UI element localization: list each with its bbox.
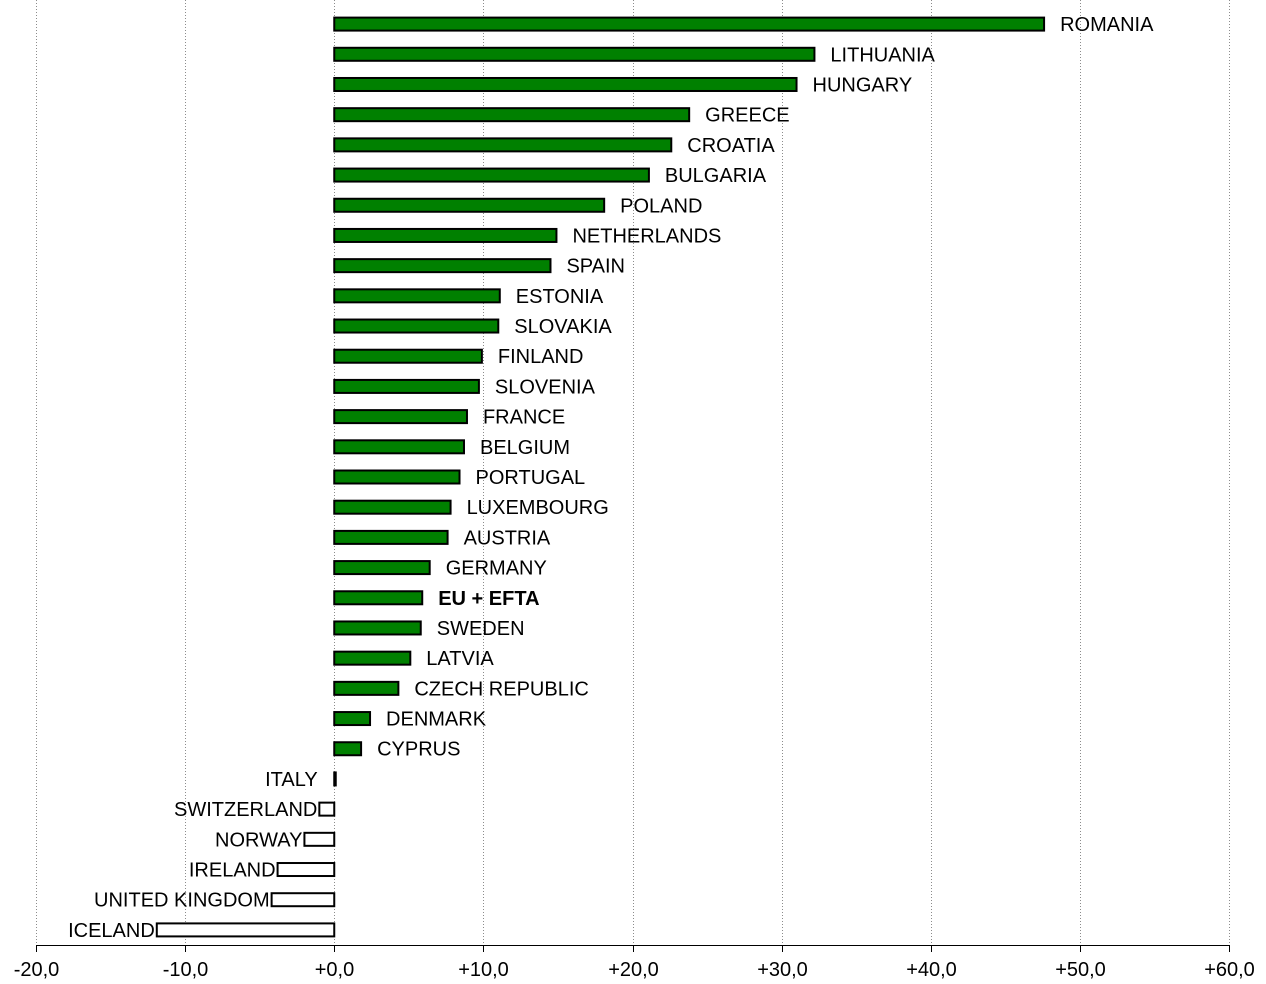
bar-netherlands [333, 227, 558, 243]
bar-label-cyprus: CYPRUS [377, 739, 460, 761]
bar-label-denmark: DENMARK [386, 709, 487, 731]
x-tick-label: +0,0 [315, 959, 354, 981]
x-tick-label: +20,0 [608, 959, 659, 981]
bar-label-poland: POLAND [620, 195, 702, 217]
bar-label-germany: GERMANY [446, 558, 547, 580]
bar-italy [333, 771, 337, 787]
bar-slovakia [333, 318, 500, 334]
bar-label-norway: NORWAY [215, 829, 302, 851]
bar-croatia [333, 137, 673, 153]
bar-label-netherlands: NETHERLANDS [572, 225, 721, 247]
x-axis: -20,0 -10,0 +0,0 +10,0 +20,0 +30,0 +40,0 +50,0 +… [14, 945, 1255, 981]
bar-finland [333, 348, 483, 364]
bar-label-lithuania: LITHUANIA [830, 44, 935, 66]
bar-belgium [333, 439, 465, 455]
bar-germany [333, 560, 431, 576]
bar-romania [333, 16, 1046, 32]
bar-slovenia [333, 378, 480, 394]
bar-label-portugal: PORTUGAL [476, 467, 586, 489]
bar-label-sweden: SWEDEN [437, 618, 525, 640]
bar-poland [333, 197, 606, 213]
x-tick-label: +40,0 [906, 959, 957, 981]
bar-czech-republic [333, 680, 400, 696]
x-tick-label: +30,0 [757, 959, 808, 981]
bar-label-slovakia: SLOVAKIA [514, 316, 612, 338]
x-tick-label: +10,0 [458, 959, 509, 981]
bar-label-latvia: LATVIA [426, 648, 494, 670]
bar-label-belgium: BELGIUM [480, 437, 570, 459]
bar-label-united-kingdom: UNITED KINGDOM [94, 890, 270, 912]
bar-bulgaria [333, 167, 650, 183]
bar-label-italy: ITALY [265, 769, 318, 791]
bar-label-finland: FINLAND [498, 346, 584, 368]
bar-greece [333, 107, 691, 123]
bar-spain [333, 258, 552, 274]
bar-iceland [155, 922, 336, 938]
bar-ireland [276, 862, 336, 878]
bar-portugal [333, 469, 461, 485]
bar-label-hungary: HUNGARY [813, 74, 913, 96]
bar-label-luxembourg: LUXEMBOURG [467, 497, 609, 519]
bar-label-eu-efta: EU + EFTA [438, 588, 539, 610]
bar-cyprus [333, 741, 363, 757]
bar-label-estonia: ESTONIA [516, 286, 604, 308]
bar-label-switzerland: SWITZERLAND [174, 799, 317, 821]
bar-eu-efta [333, 590, 424, 606]
bar-label-slovenia: SLOVENIA [495, 376, 596, 398]
x-tick-label: -20,0 [14, 959, 60, 981]
x-tick-label: +60,0 [1204, 959, 1255, 981]
bars-layer [155, 16, 1046, 938]
bar-label-spain: SPAIN [566, 256, 625, 278]
bar-label-austria: AUSTRIA [464, 527, 551, 549]
bar-label-ireland: IRELAND [189, 860, 276, 882]
bar-hungary [333, 76, 798, 92]
bar-estonia [333, 288, 501, 304]
bar-labels-layer: ROMANIA LITHUANIA HUNGARY GREECE CROATIA BULG… [68, 14, 1154, 942]
bar-label-greece: GREECE [705, 105, 789, 127]
x-tick-label: +50,0 [1055, 959, 1106, 981]
bar-label-romania: ROMANIA [1060, 14, 1154, 36]
bar-united-kingdom [270, 892, 336, 908]
bar-norway [303, 831, 336, 847]
bar-denmark [333, 711, 372, 727]
bar-sweden [333, 620, 422, 636]
bar-luxembourg [333, 499, 452, 515]
bar-lithuania [333, 46, 816, 62]
bar-label-czech-republic: CZECH REPUBLIC [414, 678, 588, 700]
x-tick-label: -10,0 [163, 959, 209, 981]
bar-label-france: FRANCE [483, 407, 565, 429]
bar-austria [333, 529, 449, 545]
bar-label-bulgaria: BULGARIA [665, 165, 767, 187]
bar-switzerland [318, 801, 336, 817]
bar-label-iceland: ICELAND [68, 920, 155, 942]
bar-latvia [333, 650, 412, 666]
bar-france [333, 409, 468, 425]
bar-label-croatia: CROATIA [687, 135, 775, 157]
